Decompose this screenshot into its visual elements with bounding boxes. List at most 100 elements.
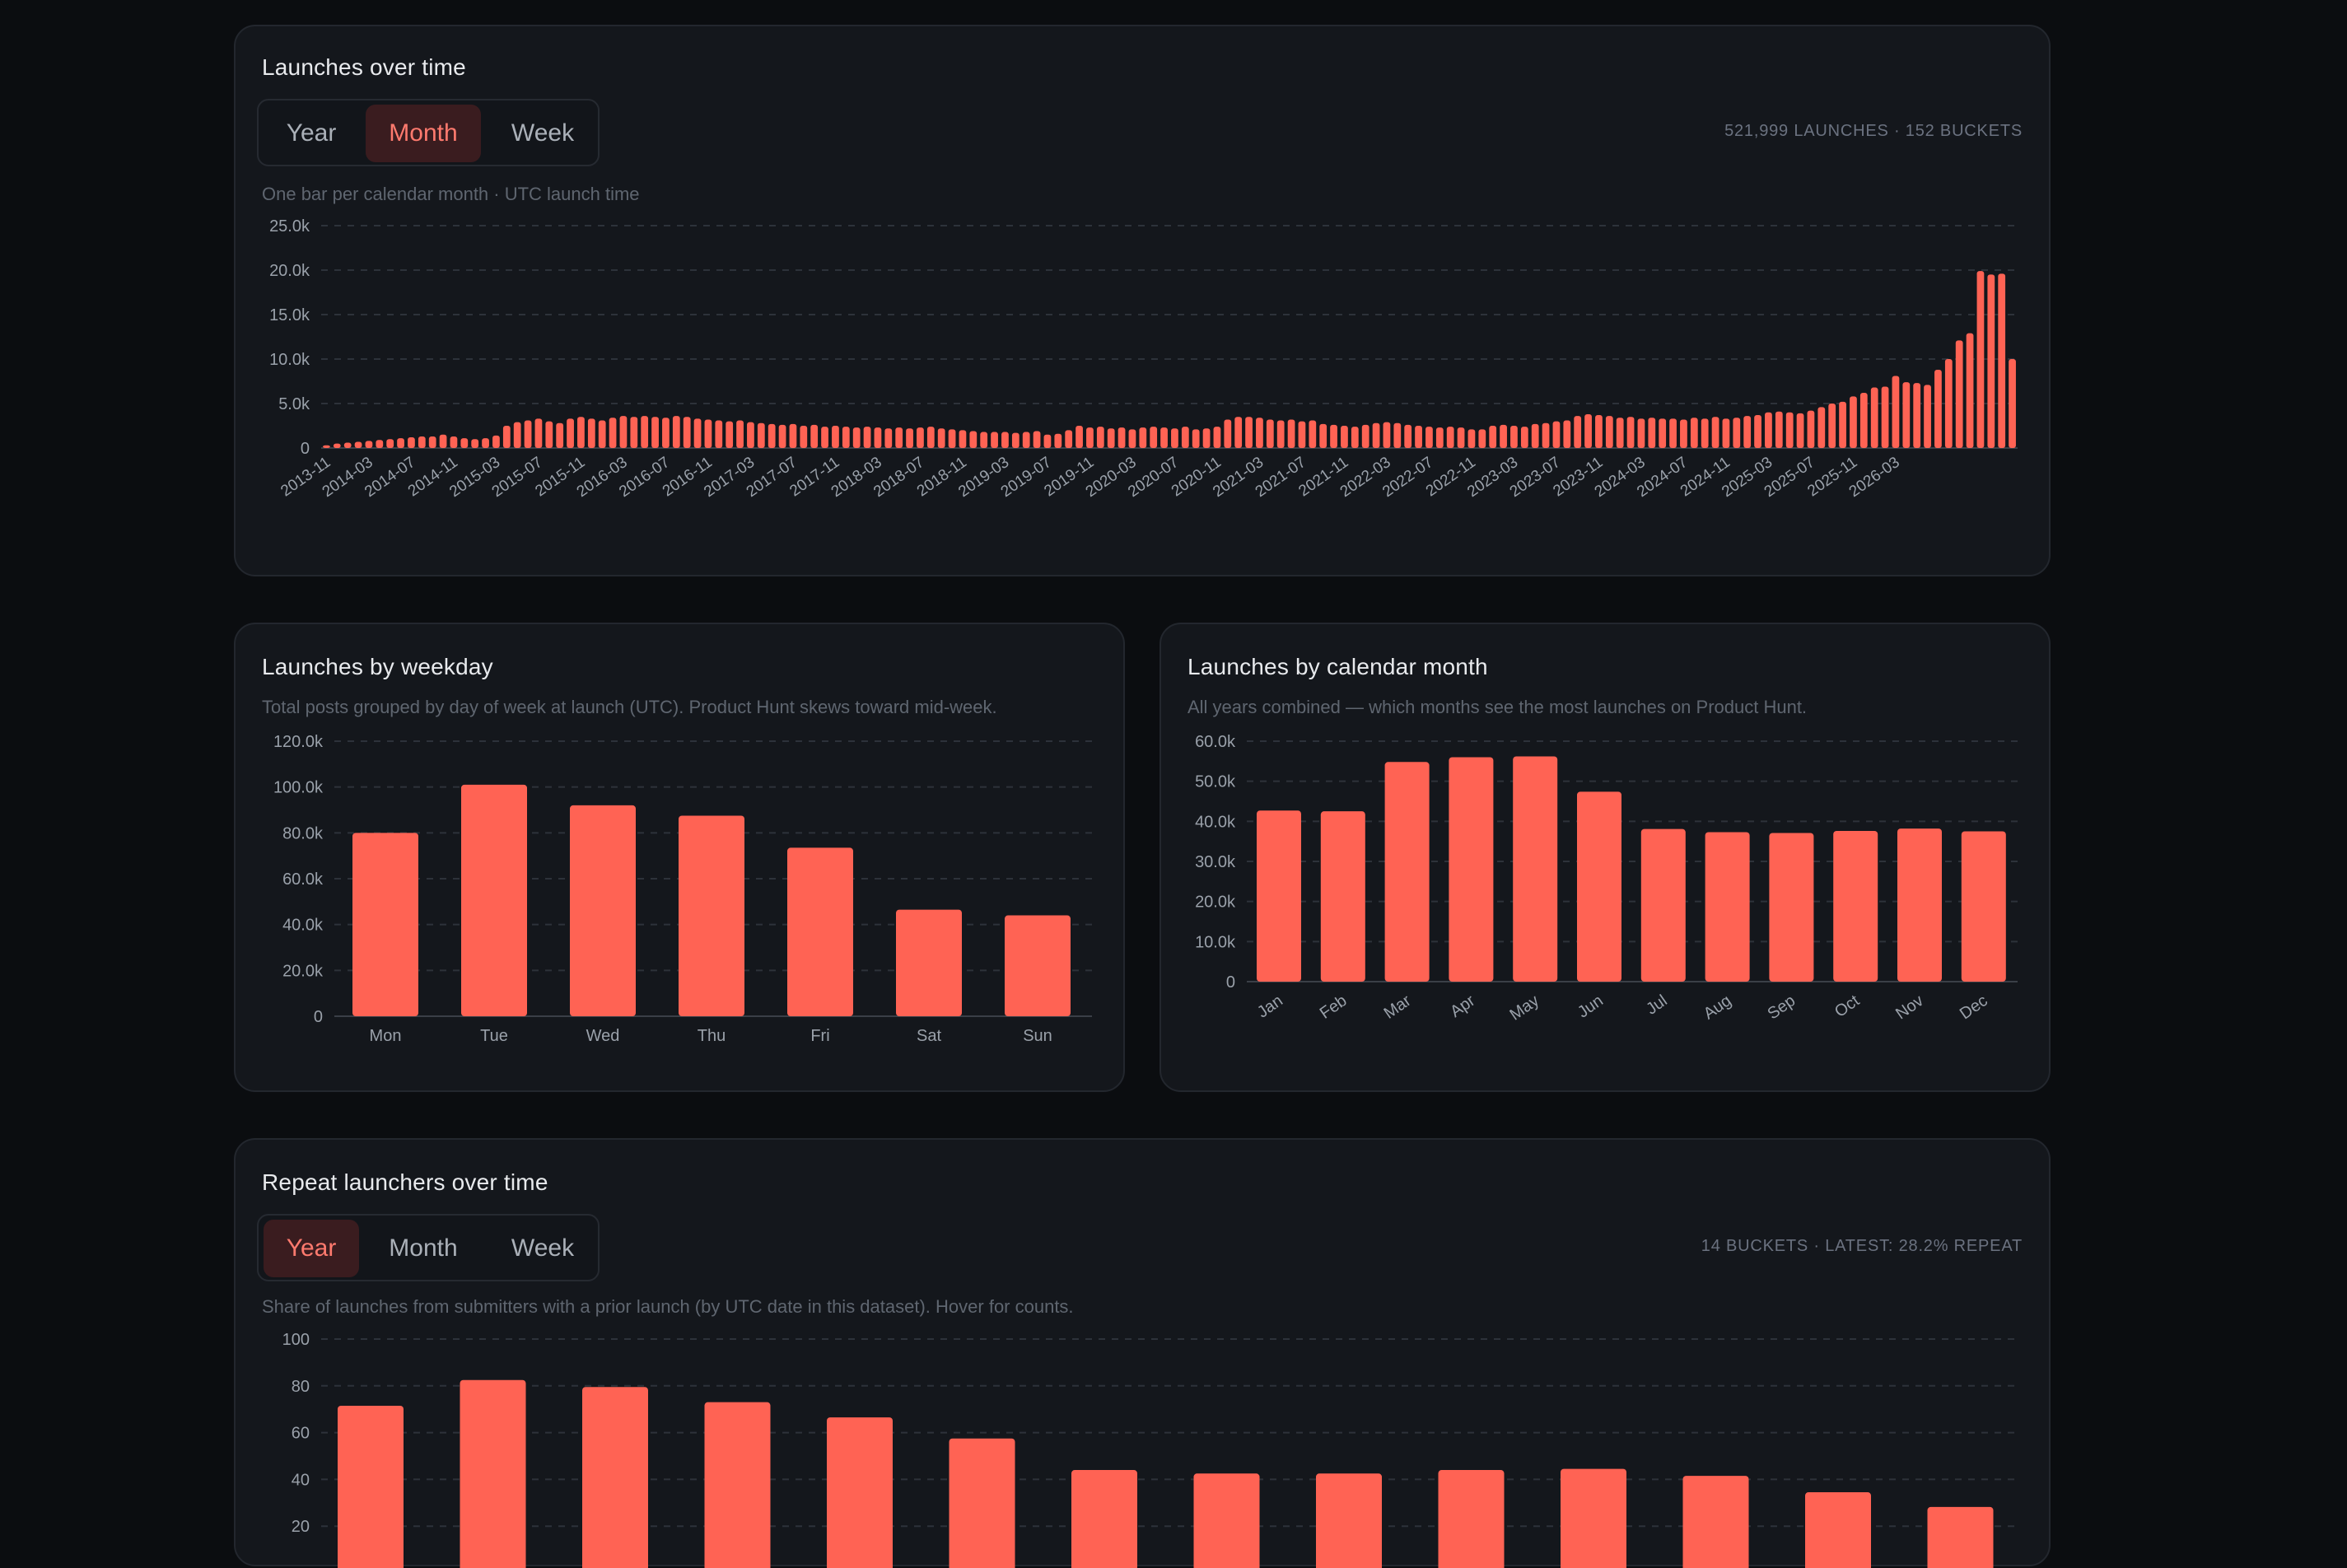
y-tick-label: 60.0k <box>282 870 324 889</box>
bar <box>1425 427 1433 448</box>
tab-month[interactable]: Month <box>366 105 481 162</box>
bar <box>1955 340 1963 448</box>
x-tick-label: Apr <box>1447 992 1478 1021</box>
bar <box>1043 434 1052 448</box>
bar <box>1682 1476 1749 1568</box>
bar <box>1309 420 1317 448</box>
bar <box>502 426 511 448</box>
bar <box>1701 418 1709 448</box>
bar <box>1193 1473 1260 1568</box>
bar <box>598 420 606 448</box>
card-title: Repeat launchers over time <box>262 1169 548 1195</box>
bar <box>1181 427 1189 448</box>
bar <box>1435 427 1444 448</box>
bar <box>1446 427 1454 448</box>
bar <box>1316 1473 1382 1568</box>
bar <box>323 445 330 448</box>
bar <box>1011 432 1020 448</box>
bar <box>1071 1470 1137 1568</box>
y-tick-label: 5.0k <box>278 395 310 413</box>
bar <box>1510 426 1518 448</box>
bar <box>524 420 532 448</box>
tab-year[interactable]: Year <box>264 1220 359 1277</box>
y-tick-label: 0 <box>314 1008 323 1026</box>
bar <box>1438 1470 1505 1568</box>
bar <box>1393 422 1402 448</box>
bar <box>1213 427 1221 448</box>
bar <box>1892 376 1900 448</box>
bar <box>827 1417 893 1568</box>
bar <box>1383 422 1391 448</box>
bar <box>534 418 543 448</box>
bar <box>1513 756 1558 982</box>
y-tick-label: 20.0k <box>269 262 310 280</box>
bar <box>821 427 828 448</box>
bar <box>492 435 500 448</box>
chart-subtitle: All years combined — which months see th… <box>1187 697 1808 717</box>
bar <box>418 436 426 448</box>
bar <box>1987 274 1995 448</box>
bar <box>1372 422 1380 448</box>
bar <box>1796 413 1804 448</box>
bar <box>693 418 702 448</box>
bar <box>1807 410 1815 448</box>
bar <box>338 1405 404 1568</box>
bar <box>450 436 458 448</box>
bar <box>1743 416 1752 448</box>
bar <box>1817 407 1826 448</box>
bar <box>1160 427 1168 448</box>
x-tick-label: Mar <box>1381 992 1415 1023</box>
x-tick-label: Tue <box>480 1027 508 1045</box>
launches-by-month-card: Launches by calendar month All years com… <box>1160 623 2051 1092</box>
y-tick-label: 0 <box>301 440 310 458</box>
y-tick-label: 40.0k <box>282 917 324 935</box>
x-tick-label: May <box>1506 992 1542 1024</box>
bar <box>1118 427 1126 448</box>
bar <box>1150 427 1158 448</box>
bar <box>726 421 734 448</box>
y-tick-label: 100 <box>282 1331 310 1349</box>
granularity-tabs: Year Month Week <box>257 99 600 166</box>
tab-year[interactable]: Year <box>286 119 337 147</box>
bar <box>1256 418 1263 448</box>
bar <box>1404 424 1412 448</box>
bar <box>1850 396 1857 448</box>
bar <box>1561 1468 1626 1568</box>
y-tick-label: 40 <box>292 1471 310 1489</box>
x-tick-label: Sun <box>1023 1027 1052 1045</box>
bar <box>1839 401 1846 448</box>
x-tick-label: Sep <box>1764 992 1799 1023</box>
bar <box>1754 415 1761 448</box>
bar <box>1457 427 1465 448</box>
repeat-launchers-chart: 20 40 60 80 100 <box>282 1331 2018 1568</box>
bar <box>609 418 617 448</box>
bar <box>1192 429 1200 448</box>
tab-week[interactable]: Week <box>511 119 575 147</box>
bar <box>1257 810 1301 982</box>
chart-subtitle: One bar per calendar month · UTC launch … <box>262 184 640 204</box>
bar <box>736 420 744 448</box>
y-tick-label: 40.0k <box>1195 813 1236 831</box>
bar <box>428 436 436 448</box>
y-tick-label: 10.0k <box>269 351 310 369</box>
bar <box>1711 417 1719 448</box>
bar <box>1998 273 2006 448</box>
bar <box>1690 418 1698 448</box>
bar <box>1944 359 1953 448</box>
bar <box>1234 417 1243 448</box>
bar <box>1005 915 1071 1016</box>
x-tick-label: Jun <box>1575 992 1607 1022</box>
bar <box>376 440 384 448</box>
bar <box>1913 383 1921 448</box>
bar <box>1669 418 1677 448</box>
bar <box>1722 418 1730 448</box>
tab-week[interactable]: Week <box>511 1234 575 1262</box>
tab-month[interactable]: Month <box>389 1234 458 1262</box>
bar <box>1966 333 1974 448</box>
bar <box>1595 415 1603 448</box>
bar <box>672 416 680 448</box>
bar <box>874 427 882 448</box>
bar <box>787 847 853 1016</box>
bar <box>619 416 628 448</box>
bar <box>1626 417 1635 448</box>
